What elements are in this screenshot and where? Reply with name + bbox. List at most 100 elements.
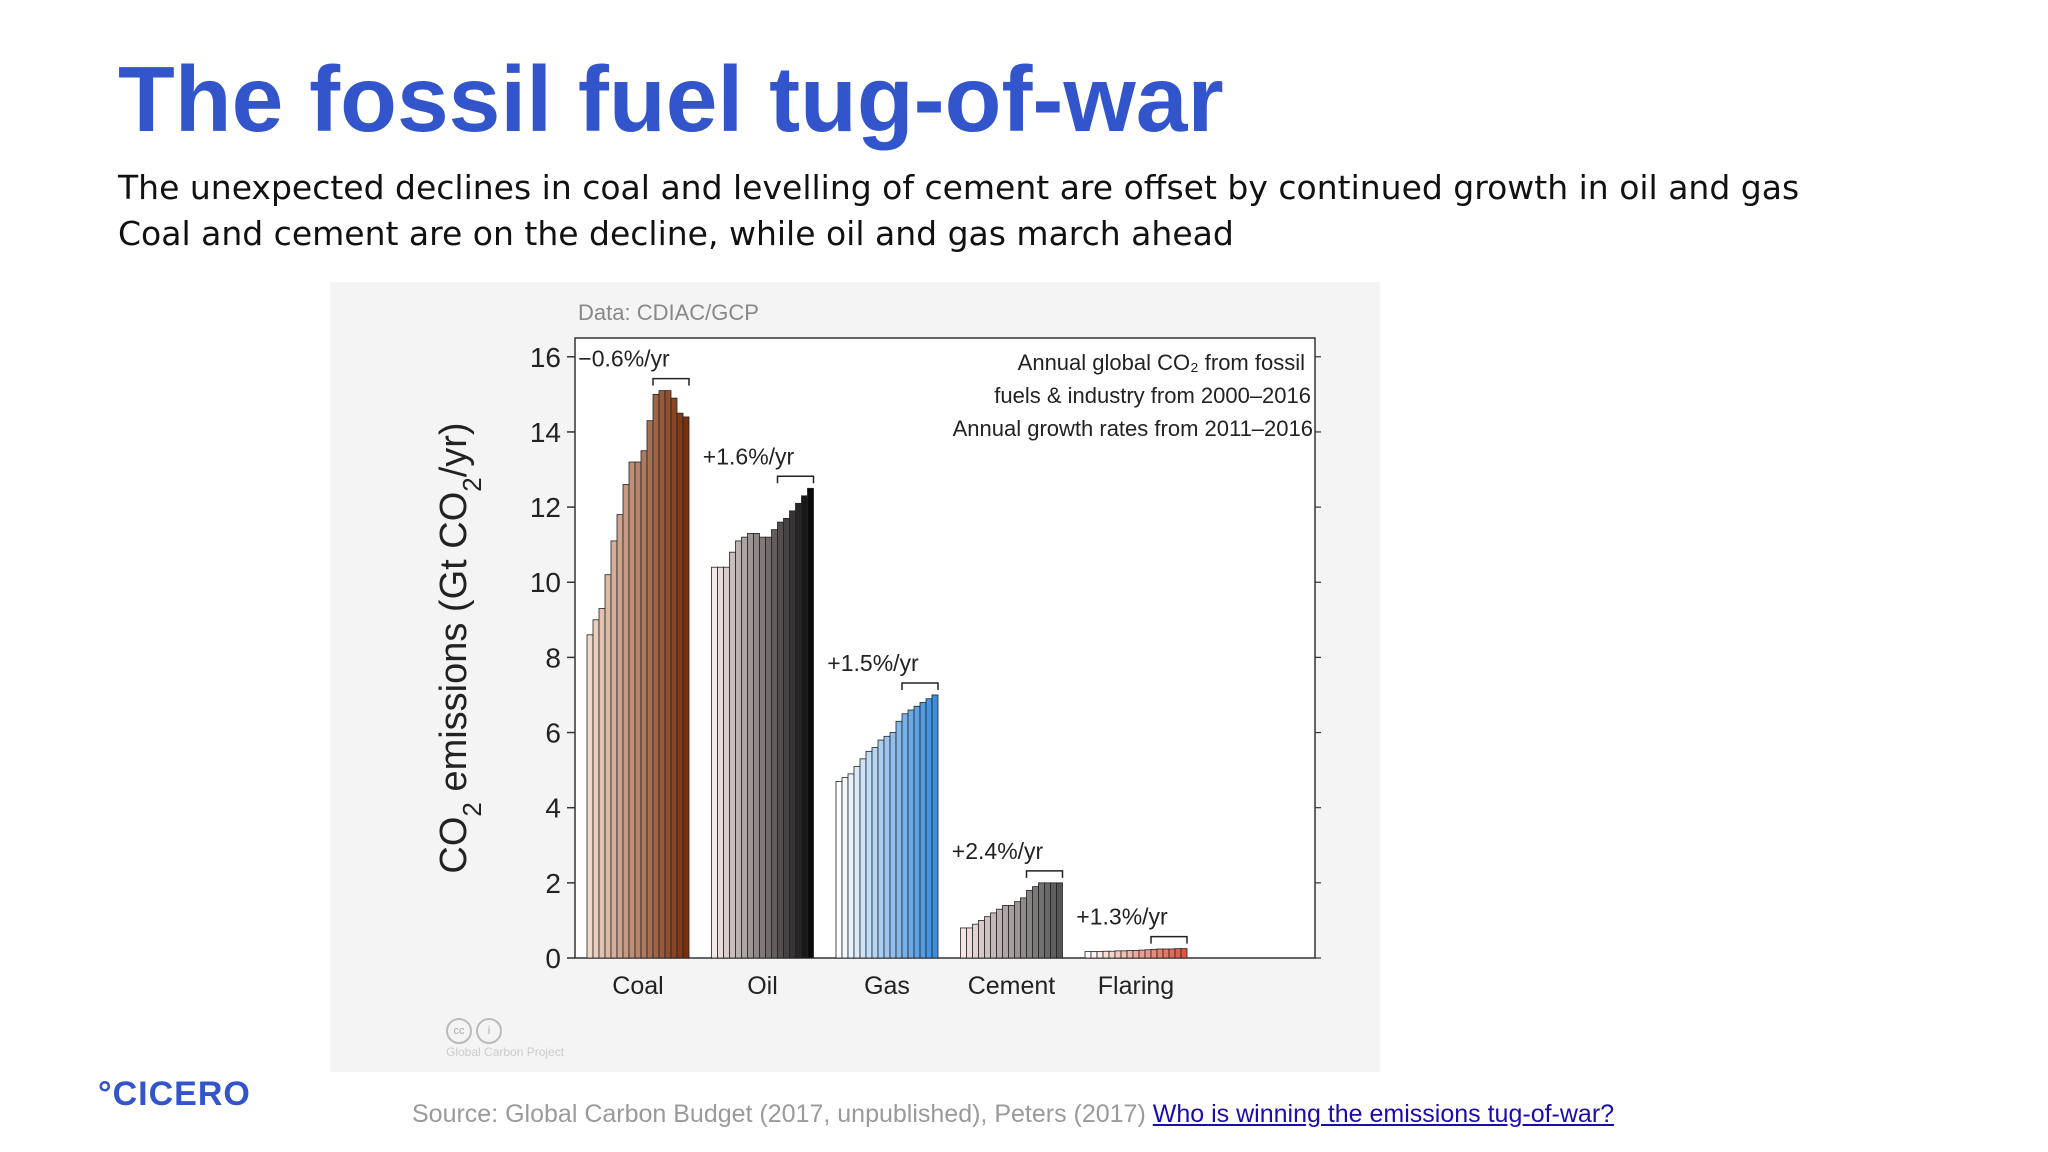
bar-flaring: [1162, 948, 1170, 959]
x-category-label: Flaring: [1098, 972, 1174, 1000]
bar-oil: [765, 536, 772, 959]
bar-flaring: [1150, 948, 1158, 959]
bar-gas: [877, 739, 885, 959]
cicero-logo: °CICERO: [98, 1075, 251, 1113]
bar-cement: [960, 927, 967, 959]
bar-coal: [682, 416, 690, 959]
bar-gas: [907, 709, 915, 959]
bar-oil: [753, 532, 760, 959]
growth-bracket: [776, 475, 815, 484]
y-tick-label: 16: [530, 342, 561, 373]
bar-gas: [865, 750, 873, 959]
bar-flaring: [1114, 950, 1122, 959]
y-axis-label-part: /yr): [433, 422, 475, 477]
y-tick-label: 6: [545, 718, 561, 749]
bar-flaring: [1126, 950, 1134, 959]
bar-coal: [652, 393, 660, 959]
bar-gas: [841, 777, 849, 959]
bar-cement: [972, 923, 979, 959]
bar-flaring: [1174, 948, 1182, 959]
bar-flaring: [1168, 948, 1176, 959]
bar-cement: [1002, 904, 1009, 959]
bar-cement: [990, 912, 997, 959]
x-category-label: Gas: [864, 972, 910, 1000]
bar-cement: [984, 916, 991, 959]
y-axis-label-part: emissions (Gt CO: [433, 492, 475, 802]
bar-flaring: [1156, 948, 1164, 959]
bar-cement: [966, 927, 973, 959]
bar-oil: [777, 521, 784, 959]
bar-gas: [895, 720, 903, 959]
y-tick-label: 12: [530, 492, 561, 523]
source-line: Source: Global Carbon Budget (2017, unpu…: [412, 1100, 1614, 1129]
bar-cement: [1038, 882, 1045, 959]
bar-cement: [1020, 897, 1027, 959]
bar-coal: [622, 484, 630, 959]
bar-gas: [859, 758, 867, 959]
bar-cement: [1050, 882, 1057, 959]
slide-title: The fossil fuel tug-of-war: [118, 47, 1224, 151]
growth-bracket: [1150, 935, 1188, 944]
growth-bracket: [652, 377, 690, 386]
bar-gas: [835, 780, 843, 959]
bar-flaring: [1096, 951, 1104, 959]
bar-coal: [586, 634, 594, 959]
bars: [586, 390, 1188, 959]
bar-flaring: [1090, 951, 1098, 959]
data-credit: Data: CDIAC/GCP: [578, 300, 759, 325]
source-text: Source: Global Carbon Budget (2017, unpu…: [412, 1100, 1153, 1128]
growth-rate-label: +1.6%/yr: [703, 443, 795, 469]
bar-oil: [729, 551, 736, 959]
annotation-line-1: Annual global CO₂ from fossil: [1018, 350, 1305, 375]
bar-oil: [711, 566, 718, 959]
y-tick-label: 4: [545, 793, 561, 824]
growth-rate-label: −0.6%/yr: [578, 346, 670, 372]
bar-gas: [871, 747, 879, 959]
bar-coal: [628, 461, 636, 959]
bar-oil: [741, 536, 748, 959]
bar-oil: [735, 540, 742, 959]
bar-flaring: [1120, 950, 1128, 959]
y-axis-label-sub: 2: [457, 802, 487, 816]
bar-oil: [723, 566, 730, 959]
bar-cement: [1014, 901, 1021, 959]
growth-bracket: [901, 682, 939, 690]
bar-oil: [771, 529, 778, 959]
bar-coal: [676, 412, 684, 959]
bar-flaring: [1138, 949, 1146, 959]
y-axis-label-part: CO: [433, 817, 475, 874]
y-axis-ticks: 0 2 4 6 8 10 12 14 16: [530, 342, 1321, 974]
x-category-label: Coal: [612, 972, 663, 1000]
bar-gas: [853, 765, 861, 959]
bar-flaring: [1144, 949, 1152, 959]
bar-oil: [789, 510, 796, 959]
cc-credit-text: Global Carbon Project: [446, 1045, 565, 1059]
bar-oil: [783, 517, 790, 959]
bar-coal: [592, 619, 600, 959]
bar-coal: [640, 450, 648, 959]
bar-oil: [717, 566, 724, 959]
bar-cement: [1008, 904, 1015, 959]
bar-flaring: [1180, 948, 1188, 959]
annotation-line-2: fuels & industry from 2000–2016: [994, 383, 1311, 408]
bar-oil: [759, 536, 766, 959]
bar-coal: [604, 574, 612, 959]
y-axis-label: CO2 emissions (Gt CO2/yr): [433, 422, 487, 873]
bar-cement: [978, 920, 985, 959]
source-link[interactable]: Who is winning the emissions tug-of-war?: [1152, 1100, 1615, 1128]
bar-gas: [931, 694, 939, 959]
y-tick-label: 8: [545, 642, 561, 673]
bar-gas: [901, 713, 909, 959]
cc-license-badges: cc i: [446, 1018, 506, 1044]
bar-gas: [913, 705, 921, 959]
bar-flaring: [1108, 950, 1116, 959]
bar-cement: [1026, 889, 1033, 959]
growth-rate-label: +1.3%/yr: [1076, 904, 1168, 930]
cc-icon: cc: [446, 1018, 472, 1044]
bar-flaring: [1084, 951, 1092, 959]
bar-coal: [610, 540, 618, 959]
group-labels: Coal −0.6%/yr Oil +1.6%/yr Gas +1.5%/yr Cement…: [578, 346, 1188, 1000]
bar-coal: [646, 420, 654, 959]
bar-cement: [996, 908, 1003, 959]
growth-rate-label: +1.5%/yr: [827, 650, 919, 676]
